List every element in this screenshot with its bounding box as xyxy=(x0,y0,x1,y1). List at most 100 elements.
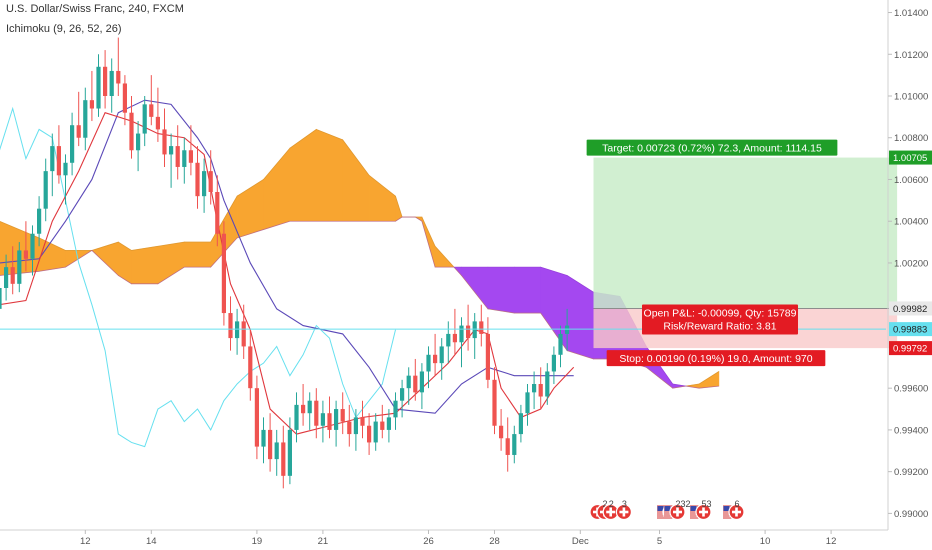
candle xyxy=(235,308,240,355)
candle-body xyxy=(512,434,517,455)
candle-body xyxy=(452,333,457,343)
candle-body xyxy=(525,392,530,414)
candle-body xyxy=(10,267,15,284)
candle-body xyxy=(505,438,510,455)
candle xyxy=(254,375,259,460)
price-tick-label: 1.00200 xyxy=(894,258,928,269)
candle xyxy=(76,91,81,147)
candle xyxy=(89,70,94,122)
candle-body xyxy=(492,379,497,426)
candle-body xyxy=(96,66,101,109)
economic-events[interactable]: 2 2 3 232 53 6 xyxy=(589,499,745,521)
swiss-flag-icon xyxy=(669,503,686,521)
candle xyxy=(162,108,167,167)
candle xyxy=(538,367,543,410)
price-tick-label: 1.01400 xyxy=(894,8,928,19)
us-flag-canton xyxy=(657,506,664,511)
time-tick-label: 10 xyxy=(760,536,771,547)
candle xyxy=(327,396,332,439)
target-label-text: Target: 0.00723 (0.72%) 72.3, Amount: 11… xyxy=(602,142,822,154)
candle xyxy=(70,112,75,176)
candle-body xyxy=(413,375,418,393)
swiss-flag-icon xyxy=(695,503,712,521)
candle xyxy=(360,400,365,439)
price-label-box xyxy=(889,322,932,337)
candle-body xyxy=(116,70,121,84)
target-zone[interactable] xyxy=(593,157,898,309)
us-flag-canton xyxy=(664,506,671,511)
time-tick-label: 14 xyxy=(146,536,157,547)
event-count: 232 xyxy=(676,499,691,509)
candle-body xyxy=(50,146,55,172)
economic-event[interactable]: 53 xyxy=(688,499,712,521)
candle-body xyxy=(301,404,306,414)
candle xyxy=(433,333,438,376)
candle-body xyxy=(373,421,378,443)
candle xyxy=(37,196,42,247)
candle xyxy=(116,37,121,96)
candle xyxy=(340,392,345,435)
candle xyxy=(353,409,358,451)
candle xyxy=(208,150,213,205)
candle-body xyxy=(320,413,325,426)
open-pl-label: Open P&L: -0.00099, Qty: 15789Risk/Rewar… xyxy=(642,304,798,335)
long-position-tool[interactable] xyxy=(593,157,898,349)
candle-body xyxy=(37,208,42,234)
time-tick-label: 5 xyxy=(657,536,662,547)
symbol-title[interactable]: U.S. Dollar/Swiss Franc, 240, FXCM xyxy=(6,3,184,15)
candle-body xyxy=(538,384,543,397)
candle xyxy=(301,384,306,426)
cloud-segment xyxy=(513,266,542,314)
economic-event[interactable]: 3 xyxy=(615,499,633,521)
candle-body xyxy=(142,104,147,134)
candle-body xyxy=(155,116,160,130)
candle xyxy=(281,425,286,489)
event-count: 3 xyxy=(622,499,627,509)
us-flag-canton xyxy=(690,506,697,511)
candle-body xyxy=(129,112,134,151)
candle-body xyxy=(70,125,75,163)
time-tick-label: 21 xyxy=(318,536,329,547)
cloud-segment xyxy=(184,241,211,268)
event-count: 6 xyxy=(735,499,740,509)
time-tick-label: 12 xyxy=(80,536,91,547)
swiss-cross-h xyxy=(732,510,741,514)
indicator-title[interactable]: Ichimoku (9, 26, 52, 26) xyxy=(6,23,122,35)
candle xyxy=(169,133,174,188)
candle xyxy=(4,254,9,301)
swiss-flag-icon xyxy=(615,503,633,521)
price-label-text: 0.99883 xyxy=(893,325,927,336)
economic-event[interactable]: 6 xyxy=(721,499,745,521)
price-label-entry: 0.99982 xyxy=(889,301,932,316)
candle xyxy=(532,371,537,410)
candle xyxy=(393,392,398,430)
candle xyxy=(406,367,411,405)
candle-body xyxy=(188,150,193,163)
price-label-text: 0.99792 xyxy=(893,344,927,355)
candle xyxy=(261,417,266,464)
price-tick-label: 0.99200 xyxy=(894,467,928,478)
candle-body xyxy=(426,354,431,372)
time-tick-label: 28 xyxy=(489,536,500,547)
candle-body xyxy=(169,146,174,155)
leading-span-a xyxy=(0,128,720,389)
candle-body xyxy=(532,384,537,393)
target-label-box xyxy=(586,139,838,156)
candle xyxy=(419,363,424,410)
time-tick-label: 26 xyxy=(423,536,434,547)
candle-body xyxy=(518,413,523,435)
candle-body xyxy=(380,421,385,430)
economic-event[interactable]: 232 xyxy=(655,499,691,521)
price-tick-label: 1.01000 xyxy=(894,92,928,103)
swiss-cross-h xyxy=(699,510,708,514)
candle xyxy=(155,87,160,142)
candle-body xyxy=(353,417,358,435)
candle-body xyxy=(406,375,411,389)
candle-body xyxy=(17,250,22,284)
time-tick-label: 19 xyxy=(252,536,263,547)
candle xyxy=(43,158,48,222)
time-tick-label: 12 xyxy=(826,536,837,547)
price-tick-label: 1.01200 xyxy=(894,50,928,61)
price-tick-label: 1.00400 xyxy=(894,217,928,228)
